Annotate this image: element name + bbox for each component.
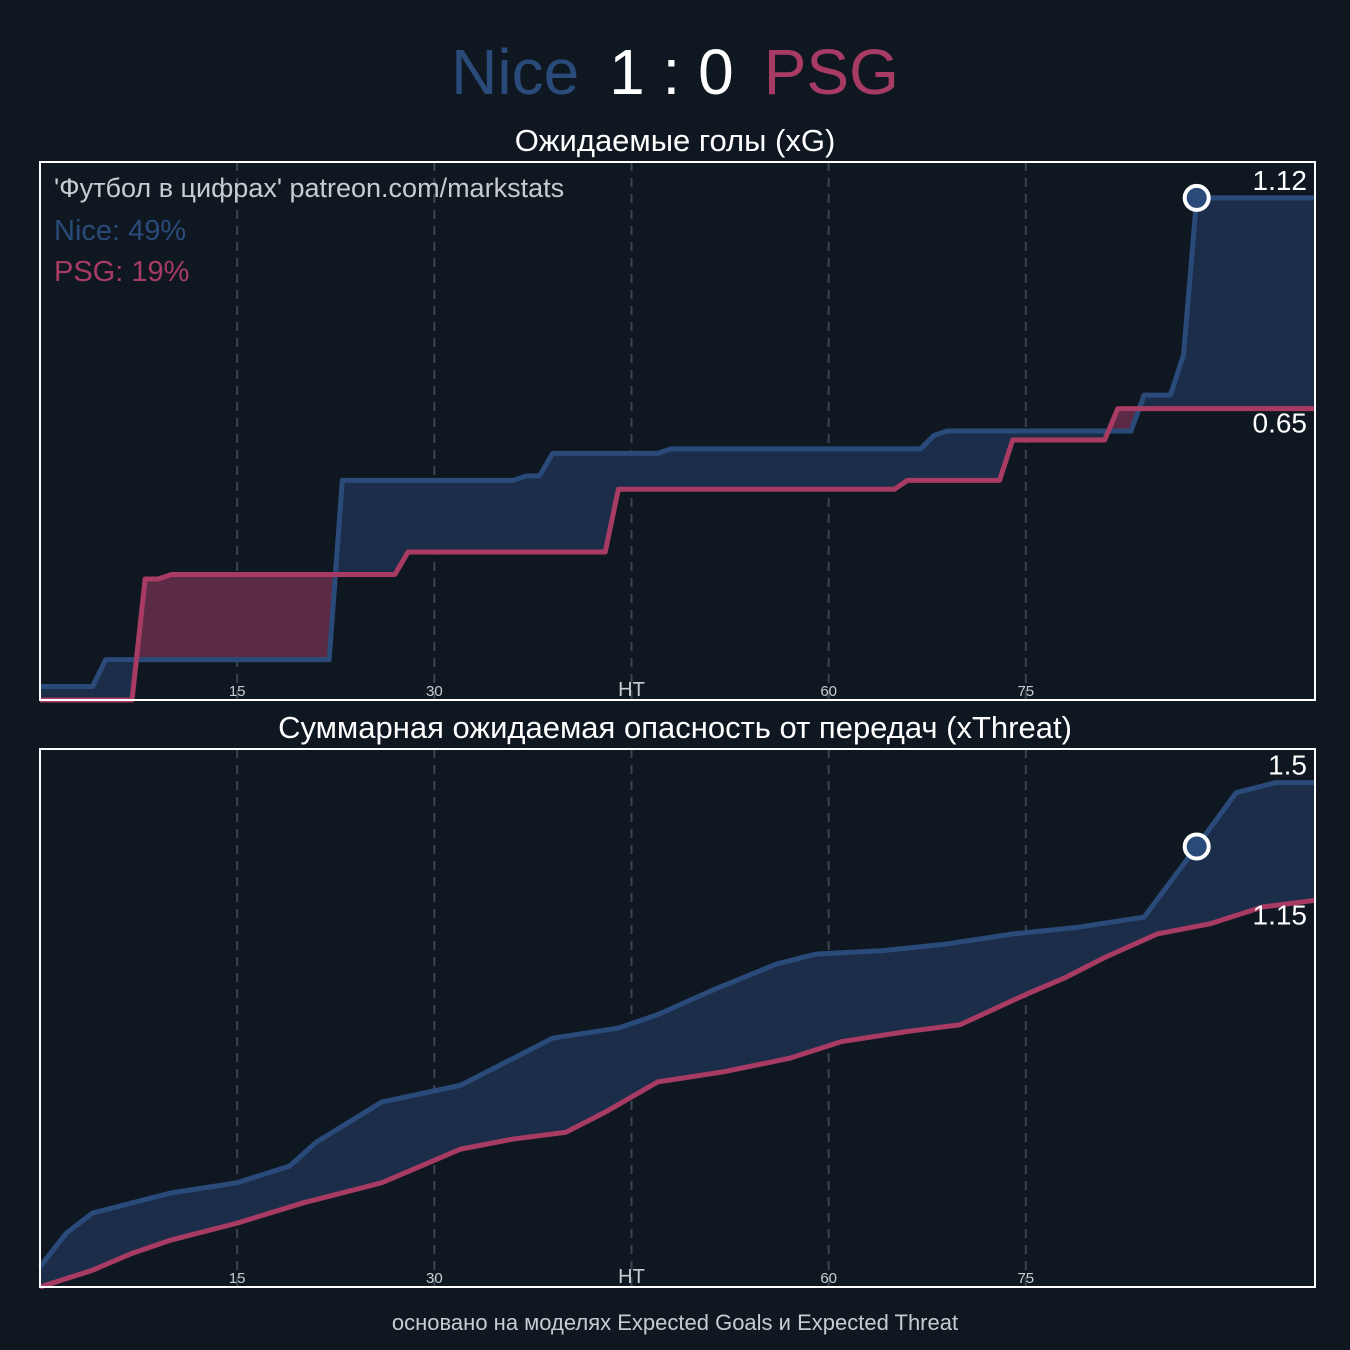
match-title: Nice 1 : 0 PSG	[451, 36, 899, 108]
x-tick-label: 15	[229, 1270, 246, 1287]
credit-note: 'Футбол в цифрах' patreon.com/markstats	[54, 173, 564, 203]
x-tick-label: HT	[618, 1266, 645, 1288]
away-advantage-area	[138, 574, 333, 660]
home-advantage-area	[40, 782, 1315, 1287]
goal-marker	[1182, 832, 1211, 861]
xg-chart-title: Ожидаемые голы (xG)	[515, 123, 836, 158]
home-advantage-area	[335, 431, 1108, 575]
home-advantage-area	[40, 659, 136, 700]
x-tick-label: 60	[820, 683, 837, 700]
away-end-value-label: 0.65	[1253, 408, 1308, 439]
xthreat-chart-panel: 15 30 HT 60 75 1.5 1.15	[38, 748, 1316, 1290]
x-tick-label: 30	[426, 1270, 443, 1287]
home-team-name: Nice	[451, 36, 579, 108]
x-tick-label: 75	[1017, 1270, 1034, 1287]
home-end-value-label: 1.5	[1268, 750, 1307, 781]
away-series-line	[40, 406, 1315, 703]
x-tick-label: 60	[820, 1270, 837, 1287]
x-tick-label: 15	[229, 683, 246, 700]
chart-frame	[39, 161, 1316, 701]
goal-marker	[1182, 183, 1211, 212]
away-series-line	[39, 897, 1316, 1290]
x-tick-label: HT	[618, 679, 645, 701]
x-tick-label: 75	[1017, 683, 1034, 700]
home-series-line	[40, 195, 1315, 690]
xg-chart-panel: 15 30 HT 60 75 1.12 0.65	[39, 161, 1316, 703]
home-share-label: Nice: 49%	[54, 215, 186, 247]
away-share-label: PSG: 19%	[54, 256, 189, 288]
footer-note: основано на моделях Expected Goals и Exp…	[392, 1310, 958, 1335]
home-end-value-label: 1.12	[1253, 165, 1308, 196]
away-team-name: PSG	[764, 36, 899, 108]
x-tick-label: 30	[426, 683, 443, 700]
away-end-value-label: 1.15	[1253, 899, 1308, 930]
match-score: 1 : 0	[609, 36, 734, 108]
chart-frame	[39, 748, 1316, 1288]
home-series-line	[38, 780, 1315, 1269]
xthreat-chart-title: Суммарная ожидаемая опасность от передач…	[278, 710, 1072, 745]
